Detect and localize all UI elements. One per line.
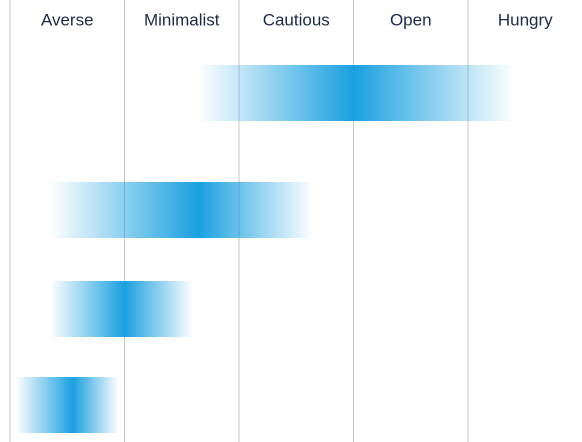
category-label: Open bbox=[390, 10, 432, 29]
range-bar bbox=[50, 182, 314, 238]
range-bar bbox=[198, 65, 514, 121]
range-bar bbox=[50, 281, 194, 337]
category-label: Minimalist bbox=[144, 10, 220, 29]
category-label: Averse bbox=[41, 10, 94, 29]
category-label: Hungry bbox=[498, 10, 553, 29]
range-bar bbox=[15, 377, 119, 433]
category-label: Cautious bbox=[263, 10, 330, 29]
